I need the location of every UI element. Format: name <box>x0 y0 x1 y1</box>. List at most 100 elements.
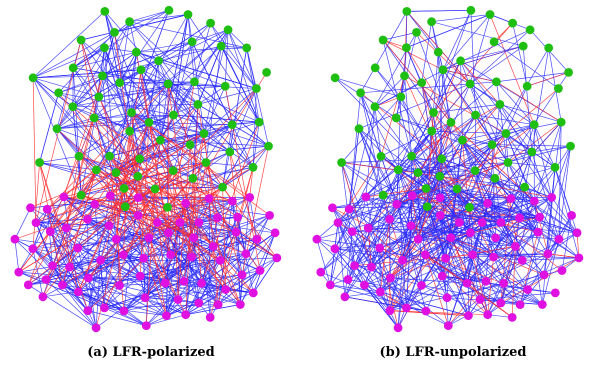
magenta-node <box>213 300 223 309</box>
edge <box>485 281 521 305</box>
edge <box>411 195 446 259</box>
edge <box>533 124 556 168</box>
edge <box>129 52 137 132</box>
edge <box>129 131 167 316</box>
edge <box>410 156 412 226</box>
edge <box>533 121 562 202</box>
edge <box>446 237 452 298</box>
edge <box>487 121 562 204</box>
green-node <box>131 47 141 57</box>
green-node <box>433 47 443 57</box>
edge <box>136 51 199 105</box>
green-node <box>35 158 44 167</box>
edge <box>139 60 159 159</box>
edge <box>72 21 130 107</box>
magenta-node <box>367 262 376 272</box>
edge <box>397 260 403 328</box>
edge <box>462 140 476 171</box>
edge <box>341 162 369 229</box>
magenta-node <box>221 285 231 294</box>
magenta-node <box>119 250 128 260</box>
edge <box>485 231 539 282</box>
edge <box>194 81 254 168</box>
green-node <box>248 162 258 172</box>
edge <box>95 256 192 329</box>
edge <box>143 258 146 298</box>
edge <box>100 260 186 315</box>
edge <box>114 9 170 33</box>
edge <box>56 128 80 157</box>
magenta-node <box>111 234 121 244</box>
edge <box>62 284 97 329</box>
edge <box>447 297 543 305</box>
edge <box>533 201 549 254</box>
green-node <box>564 68 573 77</box>
edge <box>462 124 535 141</box>
caption-lfr-polarized: (a) LFR-polarized <box>87 345 215 360</box>
magenta-node <box>330 244 340 254</box>
magenta-node <box>10 234 20 244</box>
nodes-group <box>10 5 282 333</box>
edge <box>390 206 428 279</box>
edge <box>104 307 147 326</box>
edge <box>172 170 241 305</box>
edge <box>358 128 398 205</box>
magenta-node <box>48 261 57 270</box>
edge <box>239 270 261 305</box>
green-node <box>566 141 575 151</box>
magenta-node <box>38 292 48 302</box>
edge <box>374 106 412 157</box>
edge <box>198 222 243 276</box>
edge <box>341 162 440 177</box>
magenta-node <box>468 250 477 260</box>
edge <box>404 75 412 157</box>
magenta-node <box>328 203 337 213</box>
edge <box>334 196 367 249</box>
edge <box>32 215 139 250</box>
magenta-node <box>385 306 395 315</box>
edge <box>433 104 500 113</box>
edge <box>109 155 226 290</box>
magenta-node <box>45 227 55 237</box>
edge <box>58 92 169 234</box>
edge <box>442 45 524 71</box>
magenta-node <box>347 227 357 237</box>
magenta-node <box>197 278 207 288</box>
edge <box>46 209 105 309</box>
edge <box>496 81 535 125</box>
edge <box>365 158 442 198</box>
magenta-node <box>255 266 265 275</box>
edge <box>448 260 523 326</box>
edge <box>417 151 532 173</box>
edge <box>104 47 117 173</box>
edge <box>140 69 231 153</box>
edge <box>469 83 507 134</box>
edge <box>131 112 207 163</box>
edge <box>123 299 179 312</box>
green-node <box>94 92 104 102</box>
edge <box>445 188 458 259</box>
edge <box>144 186 223 298</box>
green-node <box>446 118 456 127</box>
edge <box>167 83 254 168</box>
edge <box>137 88 257 216</box>
magenta-node <box>517 256 527 265</box>
edge <box>398 133 507 171</box>
edge <box>402 158 443 261</box>
edge <box>224 29 229 87</box>
edge <box>374 75 405 107</box>
edge <box>389 219 391 278</box>
edge <box>472 254 489 315</box>
green-node <box>136 65 146 75</box>
edge <box>123 144 191 255</box>
edge <box>56 117 95 130</box>
edge <box>469 14 491 84</box>
green-node <box>125 126 135 136</box>
edge <box>42 176 139 298</box>
magenta-node <box>435 211 445 220</box>
green-node <box>125 17 134 27</box>
magenta-node <box>361 192 371 202</box>
magenta-node <box>26 203 35 213</box>
edge <box>406 9 471 12</box>
